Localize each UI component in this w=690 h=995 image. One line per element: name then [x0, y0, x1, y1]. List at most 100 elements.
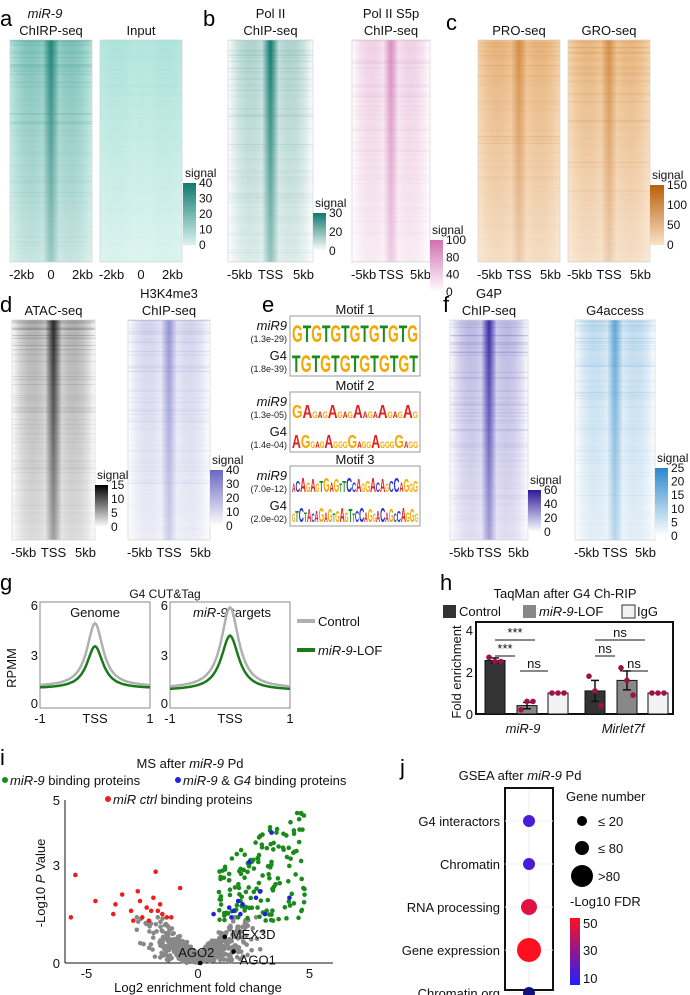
scatter-point-gray [250, 925, 255, 931]
scatter-point-mir9 [245, 869, 250, 875]
heatmap-chip-seq: Pol II ChIP-seq -5kb TSS 5kb [227, 6, 314, 282]
series-line-lof [40, 644, 150, 689]
scatter-point-mir9-g4 [229, 915, 234, 920]
panel-letter-j: j [399, 755, 405, 780]
y-tick: 4 [466, 623, 473, 638]
scatter-point-ctrl [151, 895, 156, 901]
scatter-point-ctrl [131, 918, 136, 923]
scatter-point-mir9 [276, 844, 281, 849]
scatter-point-gray [249, 947, 254, 953]
motif-title: Motif 1 [335, 302, 374, 317]
y-tick: 6 [31, 598, 38, 613]
scatter-point-gray [141, 941, 146, 947]
motif-letter: G [368, 410, 373, 420]
motif-letter: A [356, 476, 361, 496]
scatter-point-gray [241, 940, 247, 945]
scatter-point-gray [175, 952, 180, 958]
scatter-point-mir9 [242, 908, 247, 913]
motif-letter: T [351, 351, 360, 378]
motif-letter: C [352, 479, 356, 495]
annotated-point [231, 949, 236, 954]
motif-letter: T [342, 479, 346, 496]
scatter-point-ctrl [137, 898, 143, 904]
category-label: Chromatin [440, 857, 500, 872]
scatter-point-gray [177, 948, 183, 954]
scatter-point-gray [240, 954, 246, 959]
scatter-point-ctrl [144, 905, 150, 910]
scatter-point-mir9-g4 [240, 902, 245, 907]
colorbar-gradient [650, 185, 664, 245]
motif-letter: G [334, 476, 340, 496]
category-label: G4 interactors [418, 814, 500, 829]
motif-letter: A [376, 509, 380, 526]
motif-letter: G [409, 481, 413, 495]
scatter-point-mir9 [251, 857, 256, 863]
x-tick: 5kb [635, 545, 656, 560]
motif-letter: C [389, 479, 394, 496]
y-tick: 3 [31, 648, 38, 663]
scatter-point-mir9 [269, 859, 274, 865]
bar [647, 692, 669, 715]
data-point [530, 698, 536, 705]
motif-logo-row: ACAGAGTGAGTTCCAGGACAGCCAGGG [292, 475, 418, 497]
annotated-point [197, 960, 203, 966]
data-point [486, 654, 492, 661]
x-tick: TSS [378, 267, 404, 282]
motif-logo-row: GTGTGTGTGTGTG [292, 321, 418, 348]
g-subplot-title-1: Genome [70, 605, 120, 620]
significance-label: ns [598, 641, 612, 656]
heatmap-fade [478, 40, 560, 262]
scatter-point-mir9 [276, 916, 281, 922]
scatter-point-gray [150, 947, 155, 952]
colorbar-tick: 15 [671, 488, 685, 502]
data-point [598, 702, 604, 709]
scatter-point-mir9 [277, 880, 283, 886]
scatter-point-ctrl [157, 902, 163, 907]
scatter-point-mir9-g4 [262, 911, 268, 917]
scatter-point-mir9 [227, 887, 233, 893]
g-ylabel: RPMM [4, 648, 19, 688]
scatter-point-gray [186, 957, 192, 963]
scatter-point-gray [238, 949, 244, 954]
significance-label: ns [613, 625, 627, 640]
motif-letter: G [348, 432, 358, 452]
x-tick: 2kb [162, 267, 183, 282]
motif-row-name: miR9 [257, 468, 287, 483]
colorbar-label: signal [315, 196, 346, 210]
scatter-point-gray [163, 921, 169, 927]
motif-letter: G [335, 509, 339, 526]
motif-letter: T [399, 321, 408, 348]
scatter-point-mir9 [298, 858, 304, 864]
scatter-point-mir9 [291, 828, 297, 833]
size-legend-label: >80 [598, 869, 620, 884]
x-tick: -1 [164, 711, 176, 726]
scatter-point-gray [135, 919, 141, 924]
scatter-point-gray [152, 954, 158, 959]
series-line-control [169, 605, 291, 688]
bubble [523, 987, 535, 995]
scatter-point-mir9 [296, 839, 302, 845]
motif-title: Motif 3 [335, 452, 374, 467]
x-tick: TSS [596, 267, 622, 282]
heatmap-border [574, 319, 656, 541]
heatmap-chip-seq: G4P ChIP-seq -5kb TSS 5kb [449, 286, 529, 560]
motif-letter: T [322, 321, 331, 348]
heatmap-subtitle: ChIP-seq [364, 23, 418, 38]
motif-logo-row: GTCTACAGAGTGAGTTCCAGGACAGCCAGGG [292, 505, 418, 527]
data-point [586, 673, 592, 679]
scatter-point-ctrl [119, 892, 125, 897]
scatter-point-gray [226, 946, 232, 951]
motif-letter: T [295, 509, 299, 526]
scatter-point-mir9 [274, 826, 280, 832]
motif-letter: T [360, 321, 369, 348]
colorbar-tick: 30 [226, 477, 240, 491]
scatter-point-gray [154, 929, 159, 934]
scatter-point-mir9 [284, 916, 289, 921]
color-legend-gradient [570, 918, 580, 985]
colorbar-tick: 40 [226, 463, 240, 477]
scatter-point-mir9 [256, 852, 262, 858]
